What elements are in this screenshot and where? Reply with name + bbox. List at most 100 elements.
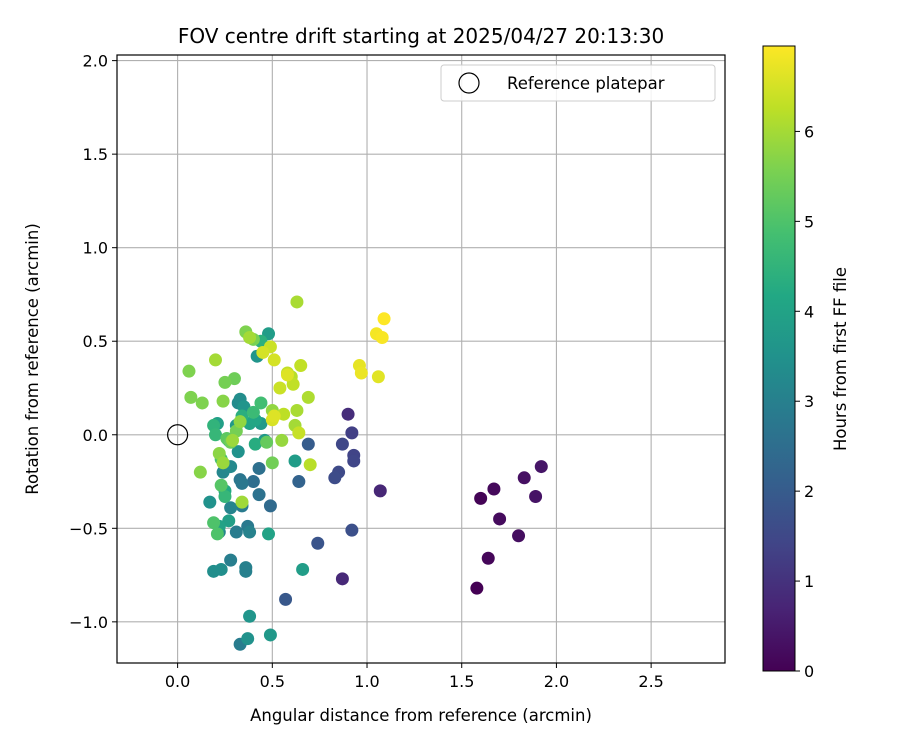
- scatter-point: [280, 368, 294, 382]
- scatter-point: [265, 456, 279, 470]
- x-tick-label: 2.5: [638, 672, 663, 691]
- scatter-point: [208, 428, 222, 442]
- x-tick-label: 1.5: [449, 672, 474, 691]
- scatter-point: [207, 516, 221, 530]
- scatter-point: [256, 345, 270, 359]
- scatter-point: [335, 437, 349, 451]
- scatter-point: [263, 499, 277, 513]
- colorbar-tick-label: 5: [804, 212, 814, 231]
- scatter-point: [275, 433, 289, 447]
- scatter-point: [216, 394, 230, 408]
- scatter-point: [239, 564, 253, 578]
- chart-title: FOV centre drift starting at 2025/04/27 …: [178, 24, 664, 48]
- grid: [117, 55, 725, 663]
- legend-box: [440, 64, 716, 102]
- x-tick-label: 2.0: [544, 672, 569, 691]
- colorbar-tick-label: 0: [804, 662, 814, 681]
- scatter-point: [335, 572, 349, 586]
- scatter-point: [263, 628, 277, 642]
- x-tick-label: 0.0: [165, 672, 190, 691]
- scatter-point: [301, 437, 315, 451]
- scatter-point: [226, 433, 240, 447]
- scatter-point: [252, 461, 266, 475]
- scatter-point: [243, 330, 257, 344]
- scatter-point: [345, 426, 359, 440]
- scatter-point: [203, 495, 217, 509]
- scatter-point: [216, 456, 230, 470]
- colorbar-tick-label: 2: [804, 482, 814, 501]
- x-tick-label: 0.5: [260, 672, 285, 691]
- scatter-point: [311, 536, 325, 550]
- scatter-point: [481, 551, 495, 565]
- scatter-point: [296, 562, 310, 576]
- scatter-point: [184, 390, 198, 404]
- colorbar-ticks: 0 1 2 3 4 5 6: [795, 122, 814, 681]
- scatter-point: [301, 390, 315, 404]
- scatter-point: [262, 527, 276, 541]
- scatter-point: [195, 396, 209, 410]
- scatter-point: [487, 482, 501, 496]
- scatter-point: [470, 581, 484, 595]
- colorbar-gradient: [762, 45, 796, 672]
- scatter-point: [290, 295, 304, 309]
- colorbar-tick-label: 1: [804, 572, 814, 591]
- scatter-point: [294, 359, 308, 373]
- legend: Reference platepar: [440, 64, 716, 102]
- scatter-point: [218, 375, 232, 389]
- scatter-point: [218, 490, 232, 504]
- scatter-point: [290, 403, 304, 417]
- scatter-point: [235, 476, 249, 490]
- scatter-point: [373, 484, 387, 498]
- scatter-point: [248, 437, 262, 451]
- scatter-point: [208, 353, 222, 367]
- y-tick-label: −0.5: [69, 519, 108, 538]
- scatter-point: [529, 490, 543, 504]
- scatter-point: [328, 471, 342, 485]
- scatter-point: [292, 426, 306, 440]
- scatter-point: [193, 465, 207, 479]
- scatter-point: [288, 454, 302, 468]
- scatter-point: [354, 366, 368, 380]
- scatter-point: [493, 512, 507, 526]
- scatter-point: [345, 523, 359, 537]
- plot-frame: [116, 54, 726, 664]
- scatter-point: [377, 312, 391, 326]
- scatter-point: [235, 495, 249, 509]
- scatter-point: [292, 475, 306, 489]
- scatter-points: [167, 295, 548, 651]
- scatter-point: [347, 454, 361, 468]
- scatter-point: [214, 562, 228, 576]
- scatter-point: [231, 445, 245, 459]
- legend-marker-reference: [458, 72, 480, 94]
- scatter-point: [371, 370, 385, 384]
- scatter-point: [243, 609, 257, 623]
- y-tick-label: −1.0: [69, 613, 108, 632]
- scatter-point: [222, 514, 236, 528]
- y-tick-label: 1.5: [83, 145, 108, 164]
- scatter-point: [375, 330, 389, 344]
- colorbar-label: Hours from first FF file: [831, 267, 850, 451]
- scatter-point: [341, 407, 355, 421]
- x-tick-label: 1.0: [354, 672, 379, 691]
- colorbar-tick-label: 4: [804, 302, 814, 321]
- scatter-point: [214, 478, 228, 492]
- scatter-point: [254, 396, 268, 410]
- scatter-point: [241, 632, 255, 646]
- y-tick-label: 0.5: [83, 332, 108, 351]
- scatter-point: [243, 525, 257, 539]
- y-axis-label: Rotation from reference (arcmin): [23, 223, 42, 495]
- scatter-point: [303, 458, 317, 472]
- scatter-point: [210, 527, 224, 541]
- colorbar-tick-label: 3: [804, 392, 814, 411]
- y-tick-label: 1.0: [83, 239, 108, 258]
- y-tick-label: 0.0: [83, 426, 108, 445]
- scatter-point: [279, 592, 293, 606]
- scatter-point: [534, 460, 548, 474]
- scatter-point: [246, 405, 260, 419]
- colorbar: 0 1 2 3 4 5 6 Hours from first FF file: [762, 45, 850, 681]
- plot-axes: 0.0 0.5 1.0 1.5 2.0 2.5 −1.0 −0.5 0.0 0.5 1.0 1.5 2.…: [69, 52, 726, 691]
- scatter-point: [512, 529, 526, 543]
- scatter-point: [260, 435, 274, 449]
- scatter-point: [286, 377, 300, 391]
